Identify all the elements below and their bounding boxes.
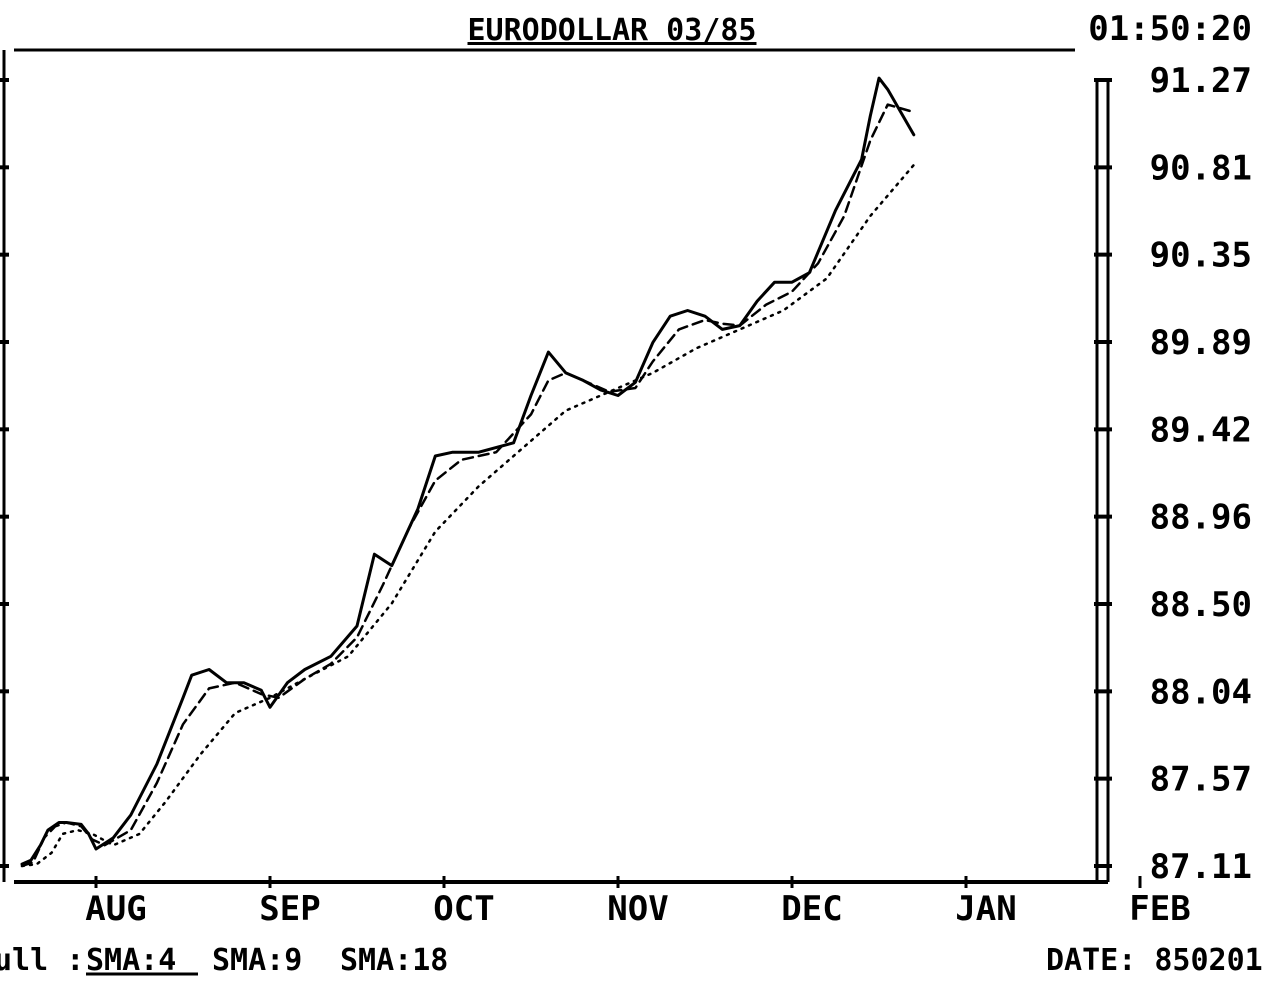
x-tick-label: OCT (433, 889, 494, 929)
x-tick-label: NOV (607, 889, 668, 929)
x-tick-label: JAN (955, 889, 1016, 929)
chart-title: EURODOLLAR 03/85 (468, 13, 757, 48)
series-line-sma-9 (20, 103, 916, 868)
y-tick-label: 90.81 (1150, 148, 1252, 188)
legend-sma18: SMA:18 (340, 943, 448, 978)
series-line-sma-18 (20, 163, 916, 868)
y-tick-label: 89.42 (1150, 410, 1252, 450)
y-tick-label: 89.89 (1150, 323, 1252, 363)
y-tick-label: 91.27 (1150, 61, 1252, 101)
x-tick-label: FEB (1129, 889, 1190, 929)
x-tick-label: AUG (85, 889, 146, 929)
y-tick-label: 88.04 (1150, 672, 1252, 712)
clock-time: 01:50:20 (1088, 9, 1252, 49)
legend-sma4: SMA:4 (86, 943, 176, 978)
y-tick-label: 90.35 (1150, 236, 1252, 276)
x-tick-label: SEP (259, 889, 320, 929)
y-tick-label: 87.57 (1150, 760, 1252, 800)
y-tick-label: 88.96 (1150, 498, 1252, 538)
y-tick-label: 87.11 (1150, 847, 1252, 887)
legend-sma9: SMA:9 (212, 943, 302, 978)
footer-prefix: ull : (0, 943, 84, 978)
x-tick-label: DEC (781, 889, 842, 929)
date-label: DATE: 850201 (1046, 943, 1262, 978)
y-tick-label: 88.50 (1150, 585, 1252, 625)
series-line-sma-4 (20, 76, 916, 866)
